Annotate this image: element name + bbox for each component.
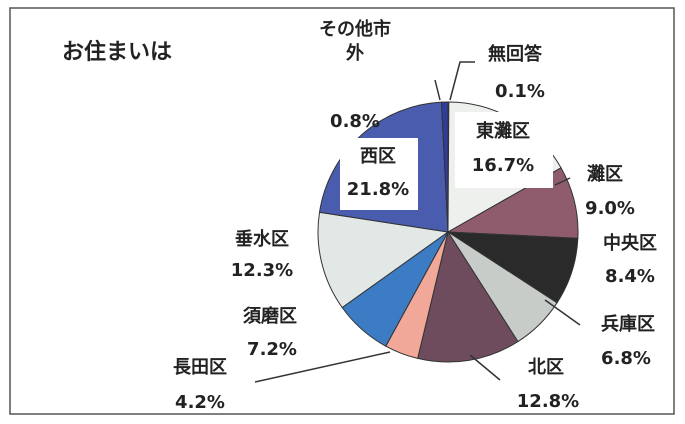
slice-label: 垂水区 [235,229,289,250]
slice-label: 西区 [360,146,396,167]
label-box [455,112,553,188]
leader-line [469,354,501,381]
slice-label: 北区 [528,357,564,378]
value-label: 12.8% [516,391,580,412]
leader-line [254,351,391,383]
leader-lines [254,61,581,383]
value-label: 21.8% [346,179,410,200]
slice-label: 無回答 [488,44,542,65]
leader-line [434,79,441,101]
frame [9,7,675,415]
slice-label: 長田区 [173,357,227,378]
slice-label: 須磨区 [243,306,297,327]
chart-title: お住まいは [62,40,173,65]
value-label: 8.4% [605,266,655,287]
slice-label: 中央区 [603,233,657,254]
pie-slice [440,101,449,233]
value-label: 0.1% [495,81,545,102]
value-label: 16.7% [471,155,535,176]
leader-line [449,61,475,101]
value-label: 4.2% [175,392,225,413]
value-label: 9.0% [585,198,635,219]
value-label: 0.8% [330,111,380,132]
slice-label: 兵庫区 [601,314,655,335]
value-label: 6.8% [601,348,651,369]
value-label: 7.2% [247,339,297,360]
pie-slice [317,211,450,309]
leader-line [544,299,581,326]
pie-slice [417,230,519,363]
slice-label: 灘区 [587,164,623,185]
leader-line [554,177,571,186]
slice-label: 東灘区 [476,121,530,142]
slice-label: その他市外 [319,19,391,64]
value-label: 12.3% [230,260,294,281]
label-box [340,138,418,210]
